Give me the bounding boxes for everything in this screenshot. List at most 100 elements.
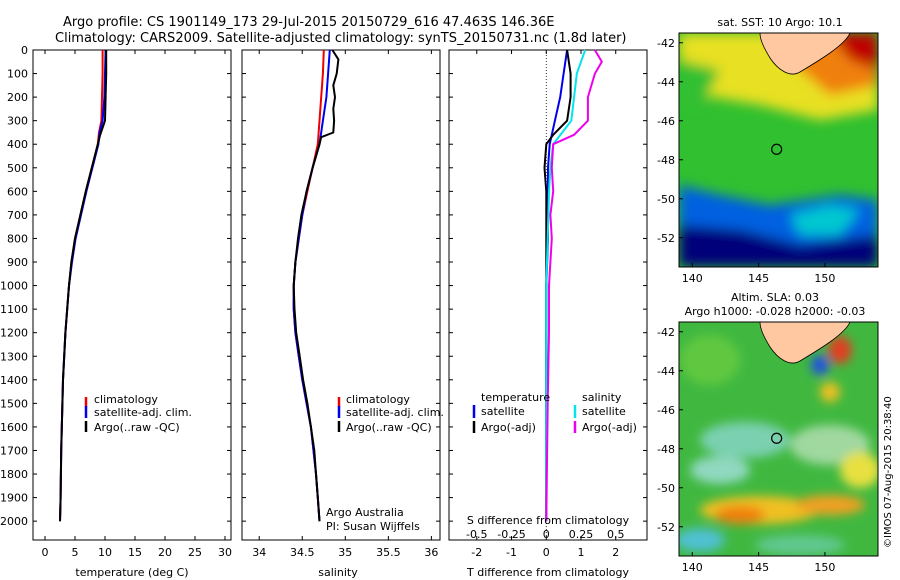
legend-label-t-argo: Argo(-adj) — [481, 421, 536, 434]
lat-tick-label: -46 — [657, 404, 675, 417]
figure-title-line2: Climatology: CARS2009. Satellite-adjuste… — [55, 31, 627, 46]
x-tick-label: 5 — [72, 546, 79, 559]
x-tick-label: 25 — [188, 546, 202, 559]
depth-tick-label: 800 — [7, 232, 28, 245]
x-tick-label: 0 — [42, 546, 49, 559]
sst-map-frame — [678, 32, 879, 268]
salinity-axes-frame — [241, 49, 441, 541]
x-tick-label: 35.5 — [376, 546, 401, 559]
depth-tick-label: 1100 — [0, 303, 28, 316]
x-tick-label: 10 — [98, 546, 112, 559]
salinity-x-label: salinity — [318, 566, 358, 579]
s-diff-tick-label: 0 — [543, 528, 550, 541]
s-diff-tick-label: -0.25 — [497, 528, 525, 541]
depth-tick-label: 700 — [7, 209, 28, 222]
salinity-difference-scale: -0.5 -0.25 0 0.25 0.5 — [466, 528, 624, 541]
difference-legend: temperature satellite Argo(-adj) salinit… — [472, 391, 637, 434]
salinity-panel: 34 34.5 35 35.5 36 climatology satellite-adj… — [241, 49, 444, 579]
sst-map-panel: sat. SST: 10 Argo: 10.1 140 145 150 -42 -44 -… — [657, 16, 879, 285]
x-tick-label: 1 — [578, 546, 585, 559]
lat-tick-label: -44 — [657, 76, 675, 89]
argo-position-marker — [771, 432, 783, 444]
temperature-x-label: temperature (deg C) — [75, 566, 188, 579]
series-line-s-argo-adj- — [545, 49, 603, 522]
salinity-y-ticks — [242, 49, 440, 522]
depth-tick-label: 300 — [7, 115, 28, 128]
depth-tick-label: 1300 — [0, 350, 28, 363]
s-diff-tick-label: 0.25 — [569, 528, 594, 541]
lat-tick-label: -52 — [657, 232, 675, 245]
lat-tick-label: -48 — [657, 443, 675, 456]
depth-tick-label: 900 — [7, 256, 28, 269]
argo-position-marker — [771, 143, 783, 155]
depth-tick-label: 1200 — [0, 327, 28, 340]
s-diff-tick-label: 0.5 — [607, 528, 625, 541]
sst-field — [679, 33, 878, 267]
depth-tick-label: 1800 — [0, 468, 28, 481]
depth-tick-label: 100 — [7, 68, 28, 81]
x-tick-label: 15 — [128, 546, 142, 559]
legend-label-satellite: satellite-adj. clim. — [346, 406, 444, 419]
depth-tick-label: 400 — [7, 138, 28, 151]
tasmania-landmass — [759, 322, 851, 364]
temperature-panel: 0100200300400500600700800900100011001200… — [0, 44, 232, 579]
lat-tick-label: -42 — [657, 326, 675, 339]
x-tick-label: 20 — [158, 546, 172, 559]
temperature-legend: climatology satellite-adj. clim. Argo(..… — [84, 393, 192, 434]
depth-tick-label: 1600 — [0, 421, 28, 434]
lat-tick-label: -42 — [657, 37, 675, 50]
x-tick-label: 36 — [424, 546, 438, 559]
s-diff-tick-label: -0.5 — [466, 528, 487, 541]
lat-tick-label: -44 — [657, 365, 675, 378]
legend-label-s-satellite: satellite — [582, 405, 626, 418]
lat-tick-label: -46 — [657, 115, 675, 128]
depth-tick-label: 200 — [7, 91, 28, 104]
sla-map-panel: Altim. SLA: 0.03 Argo h1000: -0.028 h200… — [657, 291, 894, 574]
depth-tick-label: 1900 — [0, 492, 28, 505]
temperature-axes-frame — [32, 49, 232, 541]
legend-heading-salinity: salinity — [582, 391, 622, 404]
depth-tick-label: 500 — [7, 162, 28, 175]
lon-tick-label: 145 — [748, 561, 769, 574]
x-tick-label: -1 — [506, 546, 517, 559]
x-tick-label: 35 — [338, 546, 352, 559]
series-line-argo-raw-qc — [292, 49, 340, 522]
depth-tick-label: 1500 — [0, 397, 28, 410]
temperature-x-axis: 0 5 10 15 20 25 30 — [42, 50, 232, 559]
lat-tick-label: -50 — [657, 482, 675, 495]
x-tick-label: 34.5 — [290, 546, 315, 559]
s-difference-label: S difference from climatology — [467, 514, 630, 527]
legend-heading-temperature: temperature — [481, 391, 550, 404]
salinity-legend: climatology satellite-adj. clim. Argo(..… — [337, 393, 444, 434]
depth-tick-label: 1700 — [0, 444, 28, 457]
legend-label-argo: Argo(..raw -QC) — [94, 421, 180, 434]
difference-panel: -2 -1 0 1 2 temperature satellite Argo(-adj)… — [448, 49, 648, 579]
sla-map-title1: Altim. SLA: 0.03 — [731, 291, 819, 304]
depth-tick-label: 2000 — [0, 515, 28, 528]
depth-tick-label: 600 — [7, 185, 28, 198]
lat-tick-label: -48 — [657, 154, 675, 167]
x-tick-label: 2 — [612, 546, 619, 559]
sst-map-axes: 140 145 150 -42 -44 -46 -48 -50 -52 — [657, 37, 835, 285]
legend-label-s-argo: Argo(-adj) — [582, 421, 637, 434]
lon-tick-label: 140 — [682, 561, 703, 574]
lon-tick-label: 145 — [748, 272, 769, 285]
t-difference-label: T difference from climatology — [466, 566, 629, 579]
annotation-pi: PI: Susan Wijffels — [326, 520, 420, 533]
x-tick-label: 0 — [543, 546, 550, 559]
figure-title-line1: Argo profile: CS 1901149_173 29-Jul-2015… — [63, 15, 554, 30]
sla-map-frame — [678, 321, 879, 557]
difference-y-ticks — [449, 49, 647, 522]
x-tick-label: 34 — [252, 546, 266, 559]
temperature-profiles — [59, 49, 108, 522]
series-line-argo-raw-qc — [59, 50, 108, 522]
depth-tick-label: 0 — [21, 44, 28, 57]
legend-label-t-satellite: satellite — [481, 405, 525, 418]
lon-tick-label: 150 — [814, 561, 835, 574]
annotation-argo-australia: Argo Australia — [326, 506, 404, 519]
legend-label-climatology: climatology — [346, 393, 410, 406]
difference-profiles — [543, 49, 603, 522]
x-tick-label: -2 — [471, 546, 482, 559]
imos-credit: ©IMOS 07-Aug-2015 20:38:40 — [883, 396, 894, 548]
